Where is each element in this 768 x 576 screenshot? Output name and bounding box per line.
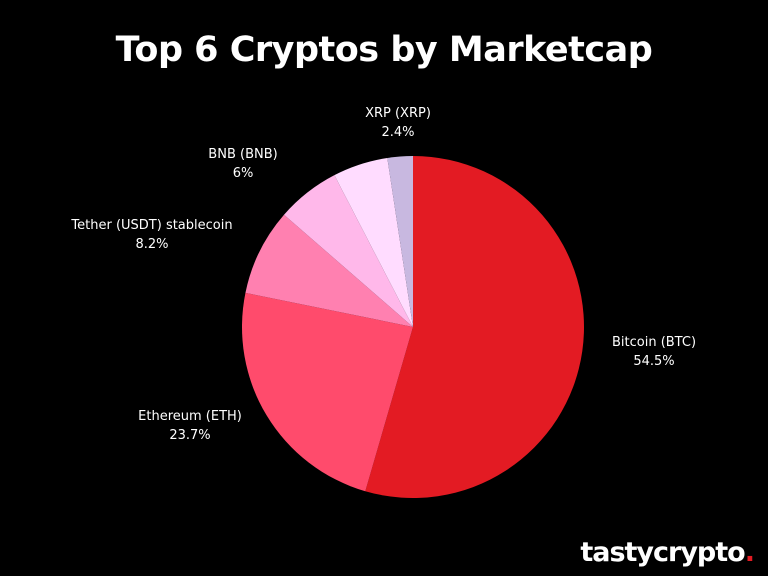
pie-slice — [365, 156, 584, 499]
pie-slice — [245, 214, 413, 327]
pie-slice — [334, 157, 413, 327]
brand-name: tastycrypto — [580, 537, 745, 568]
slice-value-label: 8.2% — [135, 237, 168, 252]
slice-name-label: Tether (USDT) stablecoin — [70, 218, 232, 233]
pie-slice — [387, 156, 413, 327]
slice-value-label: 54.5% — [633, 354, 674, 369]
brand-dot: . — [744, 537, 755, 568]
slice-value-label: 2.4% — [381, 125, 414, 140]
slice-name-label: XRP (XRP) — [365, 106, 431, 121]
pie-slice — [284, 175, 413, 327]
pie-slice — [241, 292, 413, 492]
slice-name-label: Ethereum (ETH) — [138, 409, 242, 424]
slice-value-label: 23.7% — [169, 428, 210, 443]
brand-logo: tastycrypto. — [580, 537, 755, 568]
slice-value-label: 6% — [233, 166, 254, 181]
slice-name-label: Bitcoin (BTC) — [612, 335, 696, 350]
slice-name-label: BNB (BNB) — [208, 147, 277, 162]
chart-title: Top 6 Cryptos by Marketcap — [115, 30, 653, 70]
